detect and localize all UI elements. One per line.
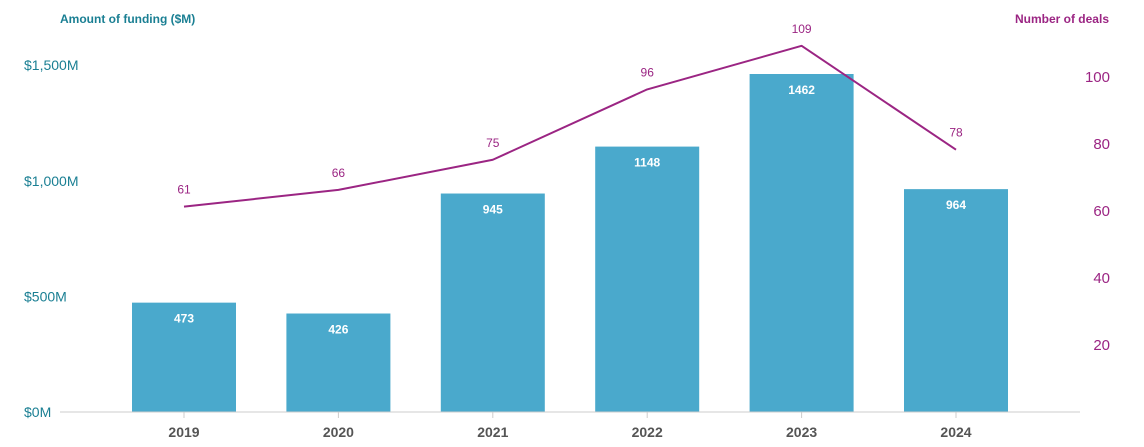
line-value-label: 109 <box>792 22 812 36</box>
right-tick-label: 80 <box>1093 136 1110 153</box>
bar-2021 <box>440 193 545 412</box>
line-value-label: 75 <box>486 136 500 150</box>
line-value-label: 78 <box>949 126 963 140</box>
right-tick-label: 40 <box>1093 270 1110 287</box>
bar-value-label: 1148 <box>634 156 660 170</box>
bar-value-label: 1462 <box>788 83 815 97</box>
bar-2019 <box>132 302 236 412</box>
left-tick-label: $1,500M <box>24 57 78 73</box>
x-tick-label: 2020 <box>323 424 354 440</box>
left-tick-label: $500M <box>24 288 67 304</box>
bar-2022 <box>595 146 700 413</box>
bar-2024 <box>904 189 1008 412</box>
bar-value-label: 945 <box>483 203 503 217</box>
x-tick-label: 2022 <box>632 424 663 440</box>
right-tick-label: 100 <box>1085 69 1110 86</box>
left-tick-label: $1,000M <box>24 173 78 189</box>
left-tick-label: $0M <box>24 404 51 420</box>
right-tick-label: 20 <box>1093 337 1110 354</box>
x-tick-label: 2024 <box>940 424 971 440</box>
bar-value-label: 473 <box>174 312 194 326</box>
line-value-label: 96 <box>641 65 655 79</box>
deals-line <box>183 44 957 208</box>
x-tick-label: 2019 <box>168 424 199 440</box>
bar-2023 <box>749 74 854 412</box>
left-axis-title: Amount of funding ($M) <box>60 12 195 26</box>
line-value-label: 66 <box>332 166 346 180</box>
bar-value-label: 964 <box>946 198 966 212</box>
right-axis-title: Number of deals <box>1015 12 1109 26</box>
x-tick-label: 2021 <box>477 424 508 440</box>
bar-2020 <box>286 313 391 412</box>
x-tick-label: 2023 <box>786 424 817 440</box>
bar-value-label: 426 <box>328 323 348 337</box>
right-tick-label: 60 <box>1093 203 1110 220</box>
line-value-label: 61 <box>177 183 191 197</box>
